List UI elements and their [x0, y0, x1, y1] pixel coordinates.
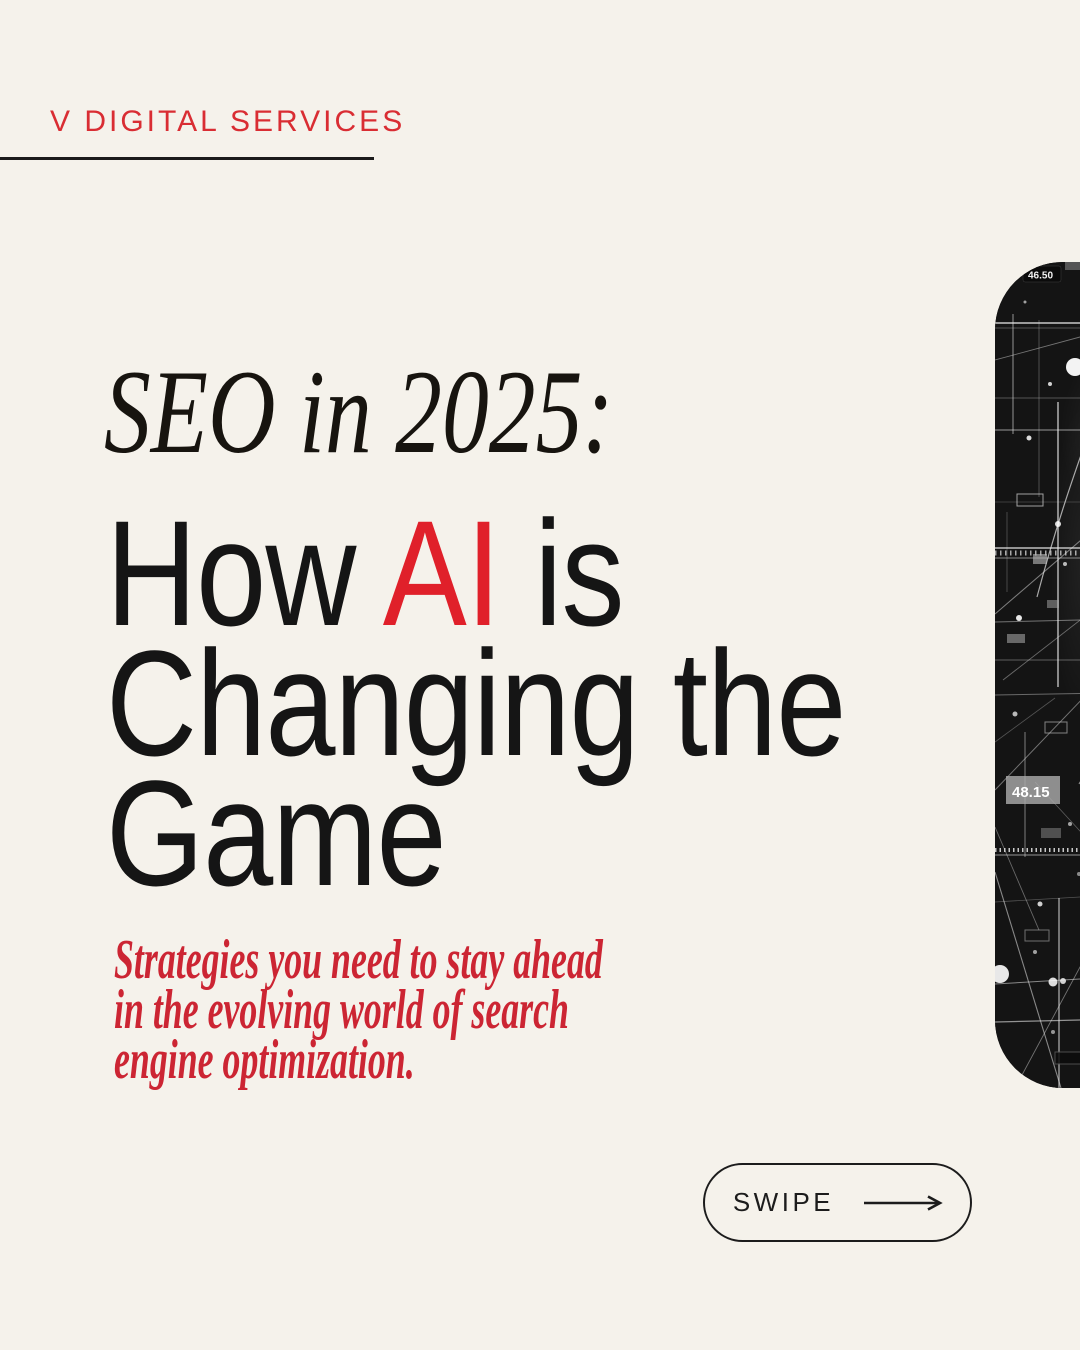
headline-line-2: Changing the: [106, 619, 846, 787]
subheadline: Strategies you need to stay ahead in the…: [114, 929, 603, 1091]
network-visualization-graphic: 46.50 48.15: [995, 262, 1080, 1088]
subheadline-line: Strategies you need to stay ahead: [114, 929, 603, 991]
headline-line1-post: is: [500, 489, 624, 657]
brand-label: V DIGITAL SERVICES: [50, 105, 406, 138]
headline-line1-pre: How: [106, 489, 383, 657]
subheadline-line: in the evolving world of search: [114, 979, 569, 1041]
headline-line-3: Game: [106, 749, 447, 917]
kicker-title: SEO in 2025:: [104, 345, 614, 478]
swipe-button[interactable]: SWIPE: [703, 1163, 972, 1242]
headline-line-1: How AI is: [106, 498, 846, 648]
main-headline: How AI is Changing the Game: [106, 498, 846, 917]
swipe-button-label: SWIPE: [732, 1187, 835, 1217]
headline-accent-ai: AI: [382, 489, 501, 657]
visual-label-highlight: 48.15: [1012, 784, 1050, 801]
arrow-right-icon: [864, 1194, 943, 1211]
subheadline-line: engine optimization.: [114, 1029, 415, 1091]
side-image: 46.50 48.15: [995, 262, 1080, 1088]
visual-label-top: 46.50: [1028, 271, 1053, 282]
brand-underline: [0, 157, 374, 160]
